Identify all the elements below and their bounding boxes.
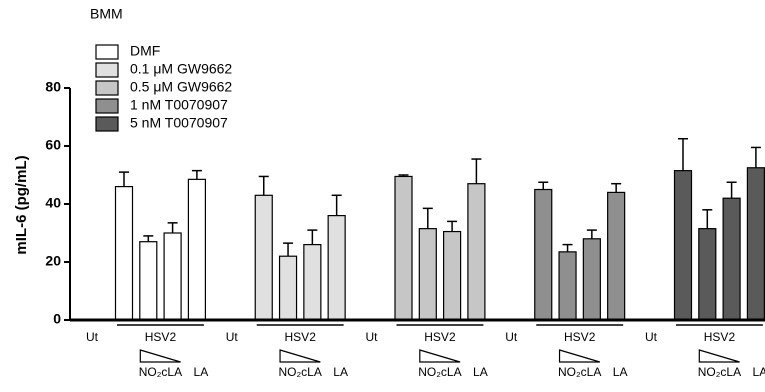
compound-label: NO₂cLA — [558, 365, 601, 379]
compound-label: NO₂cLA — [279, 365, 322, 379]
control-label: LA — [753, 365, 765, 379]
bar — [746, 167, 765, 321]
treatment-label: HSV2 — [564, 330, 596, 344]
bar — [607, 191, 626, 321]
chart-title: BMM — [90, 6, 123, 22]
control-label: LA — [194, 365, 209, 379]
x-tick-label: Ut — [86, 330, 99, 344]
x-tick-label: Ut — [226, 330, 239, 344]
bar — [114, 186, 134, 321]
y-axis-label: mIL-6 (pg/mL) — [13, 155, 30, 254]
y-tick-label: 60 — [45, 137, 61, 153]
bar — [327, 215, 346, 321]
bar — [254, 194, 273, 321]
y-tick-label: 40 — [45, 195, 61, 211]
bar — [139, 241, 158, 321]
bar — [303, 244, 322, 321]
compound-label: NO₂cLA — [698, 365, 741, 379]
y-tick-label: 20 — [45, 253, 61, 269]
bar — [534, 188, 553, 321]
legend-label: 0.5 μM GW9662 — [130, 79, 232, 95]
y-tick-label: 0 — [53, 311, 61, 327]
x-tick-label: Ut — [366, 330, 379, 344]
legend-swatch — [95, 98, 119, 114]
dose-triangle — [698, 349, 740, 363]
dose-triangle — [139, 349, 181, 363]
legend-swatch — [95, 44, 119, 60]
legend-label: 0.1 μM GW9662 — [130, 61, 232, 77]
legend-swatch — [95, 80, 119, 96]
bar — [163, 232, 182, 321]
treatment-label: HSV2 — [424, 330, 456, 344]
bar — [722, 197, 741, 321]
bar — [443, 230, 462, 321]
bar — [418, 228, 437, 321]
control-label: LA — [613, 365, 628, 379]
treatment-label: HSV2 — [145, 330, 177, 344]
x-tick-label: Ut — [505, 330, 518, 344]
dose-triangle — [419, 349, 461, 363]
compound-label: NO₂cLA — [418, 365, 461, 379]
treatment-label: HSV2 — [285, 330, 317, 344]
bar — [673, 170, 693, 321]
legend-swatch — [95, 62, 119, 78]
bar — [394, 175, 413, 321]
legend-swatch — [95, 116, 119, 132]
control-label: LA — [473, 365, 488, 379]
bar — [698, 228, 717, 321]
bar — [582, 238, 601, 321]
legend-label: DMF — [130, 43, 160, 59]
x-tick-label: Ut — [645, 330, 658, 344]
legend-label: 1 nM T0070907 — [130, 97, 228, 113]
treatment-label: HSV2 — [704, 330, 736, 344]
dose-triangle — [279, 349, 321, 363]
control-label: LA — [333, 365, 348, 379]
bar — [467, 183, 486, 321]
y-tick-label: 80 — [45, 79, 61, 95]
bar — [558, 251, 577, 321]
bar — [278, 255, 298, 321]
compound-label: NO₂cLA — [139, 365, 182, 379]
dose-triangle — [558, 349, 601, 363]
legend-label: 5 nM T0070907 — [130, 115, 228, 131]
bar — [187, 178, 206, 321]
